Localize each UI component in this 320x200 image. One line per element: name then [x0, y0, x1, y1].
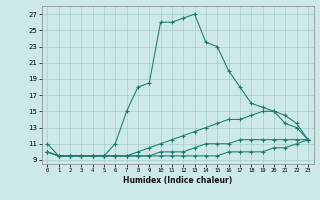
X-axis label: Humidex (Indice chaleur): Humidex (Indice chaleur) [123, 176, 232, 185]
